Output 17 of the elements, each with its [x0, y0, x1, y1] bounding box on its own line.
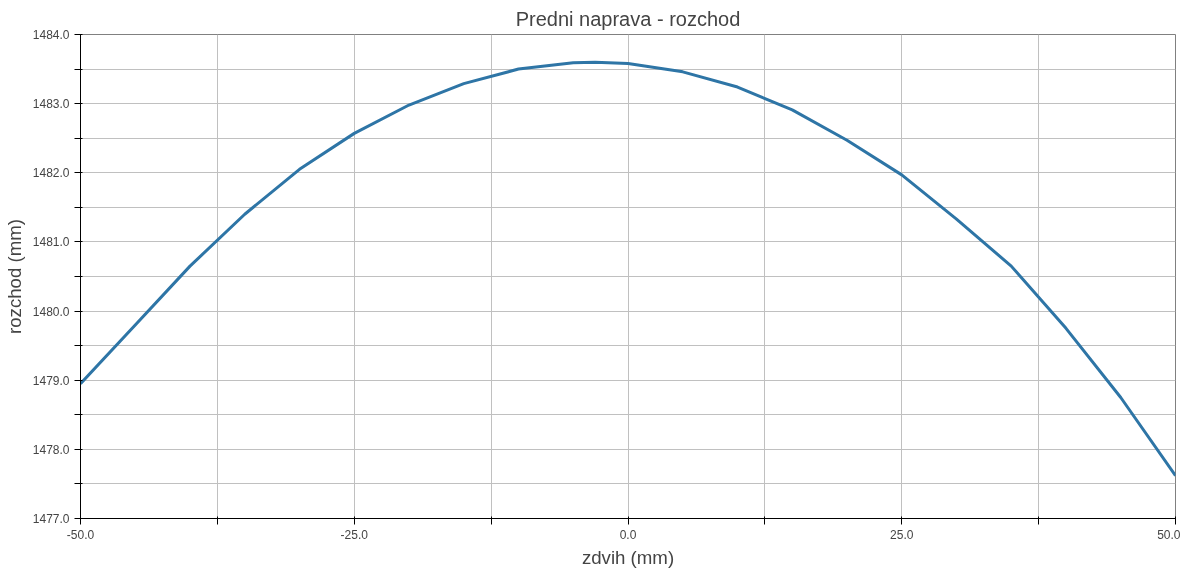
y-tick-label: 1480.0 — [32, 304, 70, 319]
x-axis-title: zdvih (mm) — [581, 546, 675, 568]
line-series — [80, 60, 1176, 478]
y-tick-label: 1483.0 — [32, 97, 70, 112]
x-tick-label: -25.0 — [340, 527, 369, 542]
y-tick-label: 1479.0 — [32, 373, 70, 388]
y-tick-label: 1484.0 — [32, 28, 70, 42]
y-tick-label: 1481.0 — [32, 235, 70, 250]
y-axis-title: rozchod (mm) — [3, 218, 25, 335]
x-tick-label: 50.0 — [1157, 527, 1181, 542]
y-tick-label: 1477.0 — [32, 512, 70, 526]
chart-title: Predni naprava - rozchod — [515, 7, 741, 30]
x-tick-label: -50.0 — [66, 527, 95, 542]
y-tick-label: 1478.0 — [32, 442, 70, 457]
x-tick-label: 0.0 — [619, 527, 637, 542]
x-tick-label: 25.0 — [890, 527, 914, 542]
y-tick-label: 1482.0 — [32, 166, 70, 181]
